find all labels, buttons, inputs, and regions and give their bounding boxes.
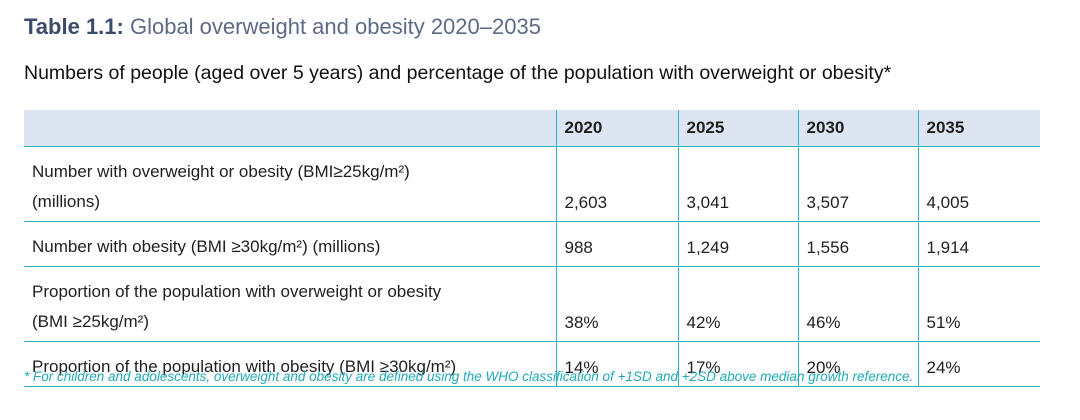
table-cell: 2,603 (555, 146, 678, 222)
table-row: Proportion of the population with overwe… (24, 266, 1040, 342)
table-cell: 17% (677, 341, 798, 387)
table-number-label: Table 1.1: (24, 14, 124, 39)
table-title-text: Global overweight and obesity 2020–2035 (123, 14, 541, 39)
table-cell: 1,556 (797, 221, 918, 267)
row-label: Proportion of the population with obesit… (24, 341, 556, 387)
row-label-line: (BMI ≥25kg/m²) (32, 311, 150, 331)
table-header-row: 2020 2025 2030 2035 (24, 110, 1040, 147)
row-label-line: Number with overweight or obesity (BMI≥2… (32, 161, 410, 181)
table-cell: 38% (555, 266, 678, 342)
table-cell: 20% (797, 341, 918, 387)
header-cell-2025: 2025 (677, 110, 798, 147)
table-subtitle: Numbers of people (aged over 5 years) an… (24, 62, 892, 84)
table-cell: 3,041 (677, 146, 798, 222)
table-cell: 42% (677, 266, 798, 342)
table-row: Number with overweight or obesity (BMI≥2… (24, 146, 1040, 222)
table-title: Table 1.1: Global overweight and obesity… (24, 14, 541, 40)
row-label: Proportion of the population with overwe… (24, 266, 556, 342)
header-cell-2035: 2035 (917, 110, 1040, 147)
row-label: Number with overweight or obesity (BMI≥2… (24, 146, 556, 222)
table-cell: 24% (917, 341, 1040, 387)
table-cell: 51% (917, 266, 1040, 342)
table-cell: 4,005 (917, 146, 1040, 222)
table-row: Proportion of the population with obesit… (24, 341, 1040, 387)
table-cell: 988 (555, 221, 678, 267)
row-label-line: Proportion of the population with overwe… (32, 281, 442, 301)
header-cell-2020: 2020 (555, 110, 678, 147)
table-cell: 3,507 (797, 146, 918, 222)
table-cell: 14% (555, 341, 678, 387)
header-cell-2030: 2030 (797, 110, 918, 147)
table-cell: 1,249 (677, 221, 798, 267)
row-label-line: Proportion of the population with obesit… (32, 356, 457, 376)
header-cell-blank (24, 110, 556, 147)
row-label-line: (millions) (32, 191, 100, 211)
footnote: * For children and adolescents, overweig… (24, 369, 914, 384)
table-row: Number with obesity (BMI ≥30kg/m²) (mill… (24, 221, 1040, 267)
obesity-table: 2020 2025 2030 2035 Number with overweig… (24, 110, 1040, 387)
table-cell: 1,914 (917, 221, 1040, 267)
row-label: Number with obesity (BMI ≥30kg/m²) (mill… (24, 221, 556, 267)
row-label-line: Number with obesity (BMI ≥30kg/m²) (mill… (32, 236, 381, 256)
table-cell: 46% (797, 266, 918, 342)
